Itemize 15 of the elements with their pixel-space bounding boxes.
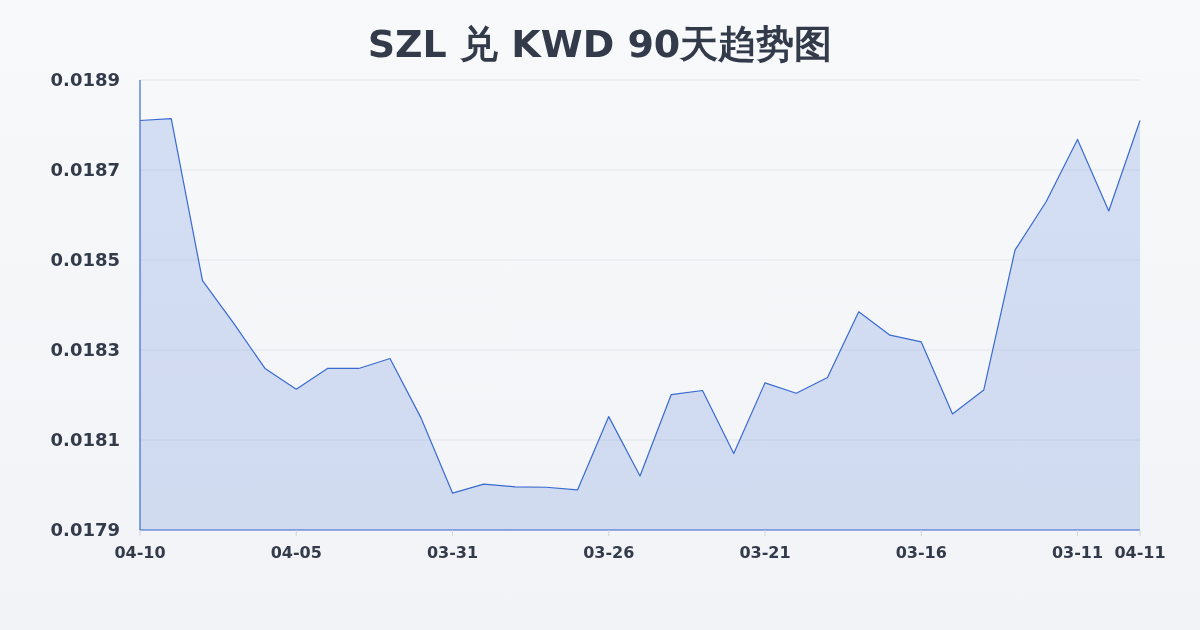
x-tick-label: 03-21 (739, 543, 791, 562)
x-tick-label: 03-31 (426, 543, 479, 562)
x-tick-label: 04-11 (1114, 543, 1166, 562)
y-tick-label: 0.0181 (50, 429, 120, 451)
x-tick-label: 04-05 (270, 543, 322, 562)
y-tick-label: 0.0185 (50, 249, 120, 271)
y-tick-label: 0.0183 (50, 339, 120, 361)
x-tick-label: 04-10 (114, 543, 166, 562)
y-tick-label: 0.0189 (50, 69, 120, 91)
y-tick-label: 0.0187 (50, 159, 120, 181)
x-tick-label: 03-16 (895, 543, 947, 562)
y-tick-label: 0.0179 (50, 519, 120, 541)
x-tick-label: 03-26 (583, 543, 635, 562)
x-tick-label: 03-11 (1051, 543, 1104, 562)
chart-title: SZL 兑 KWD 90天趋势图 (367, 22, 833, 66)
